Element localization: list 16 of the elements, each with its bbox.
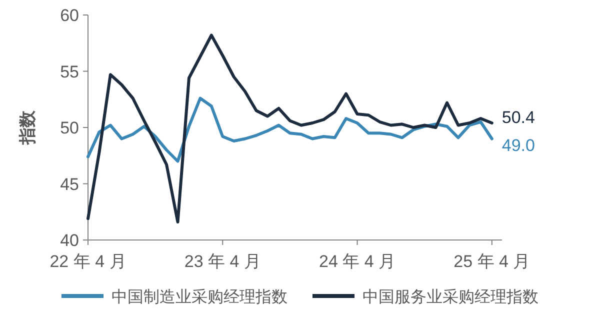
y-tick-label: 40 [60,231,79,250]
x-tick-label: 25 年 4 月 [454,252,530,271]
data-label: 49.0 [502,136,535,155]
legend-label: 中国制造业采购经理指数 [112,288,288,306]
y-axis-title: 指数 [18,110,37,146]
y-tick-label: 45 [60,174,79,194]
line-series [86,34,494,224]
x-tick-label: 24 年 4 月 [318,252,396,271]
data-label: 50.4 [502,108,535,127]
y-tick-label: 60 [60,6,79,25]
y-tick-label: 50 [60,118,79,138]
x-tick-label: 23 年 4 月 [184,252,261,271]
legend-label: 中国服务业采购经理指数 [362,288,538,306]
x-tick-label: 22 年 4 月 [50,252,126,271]
line-series [86,96,494,163]
y-tick-label: 55 [60,62,79,82]
